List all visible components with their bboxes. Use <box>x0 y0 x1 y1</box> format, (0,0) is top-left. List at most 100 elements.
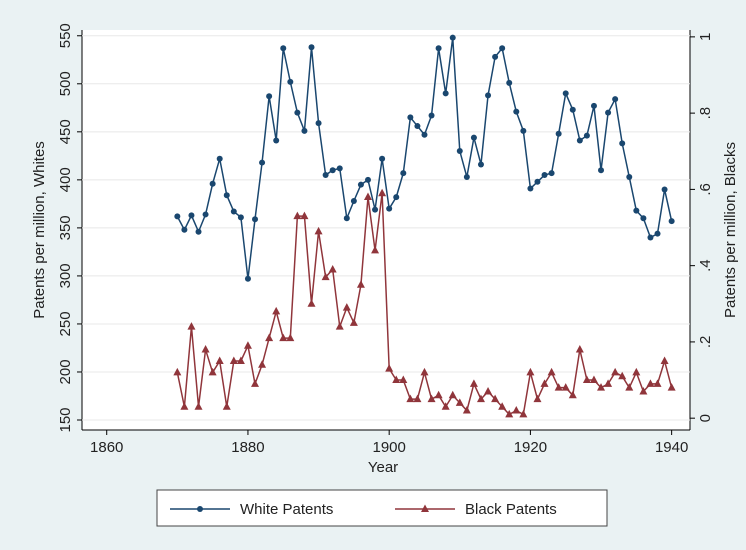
marker <box>590 102 597 109</box>
marker <box>427 394 436 403</box>
y2-tick-label: 1 <box>697 33 714 41</box>
marker <box>626 173 633 180</box>
marker <box>180 402 189 410</box>
marker <box>492 53 499 60</box>
marker <box>569 106 576 113</box>
marker <box>611 367 620 376</box>
marker <box>188 212 195 219</box>
x-tick-label: 1900 <box>372 439 405 456</box>
marker <box>633 207 640 214</box>
y2-tick-label: .4 <box>697 259 714 272</box>
y2-tick-label: .8 <box>697 107 714 120</box>
marker <box>378 188 387 197</box>
marker <box>597 383 606 391</box>
marker <box>174 213 181 220</box>
marker <box>286 333 295 342</box>
marker <box>575 345 584 353</box>
marker <box>640 215 647 222</box>
marker <box>266 93 273 100</box>
x-tick-label: 1940 <box>655 439 688 456</box>
marker <box>308 44 315 51</box>
marker <box>265 333 274 342</box>
marker <box>280 45 287 52</box>
marker <box>540 379 549 387</box>
y-tick-label: 550 <box>57 23 74 48</box>
marker <box>448 390 457 399</box>
marker <box>506 79 513 86</box>
marker <box>477 161 484 168</box>
marker <box>463 173 470 180</box>
marker <box>568 390 577 399</box>
marker <box>561 383 570 391</box>
marker <box>273 137 280 144</box>
marker <box>252 216 259 223</box>
marker <box>301 127 308 134</box>
y2-tick-label: 0 <box>697 414 714 422</box>
marker <box>421 131 428 138</box>
marker <box>201 345 210 353</box>
marker <box>527 185 534 192</box>
marker <box>400 170 407 177</box>
y2-tick-label: .2 <box>697 336 714 349</box>
marker <box>187 322 196 330</box>
marker <box>357 181 364 188</box>
marker <box>258 360 267 368</box>
marker <box>342 303 351 311</box>
marker <box>335 322 344 330</box>
marker <box>259 159 266 166</box>
marker <box>287 78 294 85</box>
marker <box>639 386 648 395</box>
marker <box>363 192 372 201</box>
marker <box>229 356 238 364</box>
marker <box>435 45 442 52</box>
marker <box>314 226 323 235</box>
marker <box>520 127 527 134</box>
marker <box>349 318 358 326</box>
marker <box>414 123 421 130</box>
legend-label: White Patents <box>240 501 333 518</box>
marker <box>328 264 337 273</box>
marker <box>449 34 456 41</box>
marker <box>667 383 676 391</box>
marker <box>237 214 244 221</box>
marker <box>215 356 224 364</box>
marker <box>216 155 223 162</box>
y-tick-label: 450 <box>57 119 74 144</box>
marker <box>456 148 463 155</box>
marker <box>646 379 655 387</box>
marker <box>197 506 203 512</box>
marker <box>533 394 542 403</box>
marker <box>322 172 329 179</box>
marker <box>300 211 309 220</box>
marker <box>491 394 500 403</box>
marker <box>209 180 216 187</box>
marker <box>484 386 493 395</box>
marker <box>462 406 471 414</box>
marker <box>428 112 435 119</box>
marker <box>350 197 357 204</box>
marker <box>548 170 555 177</box>
marker <box>632 367 641 376</box>
marker <box>272 306 281 315</box>
marker <box>194 402 203 410</box>
marker <box>505 409 514 418</box>
marker <box>441 402 450 410</box>
y-tick-label: 350 <box>57 215 74 240</box>
plot-area <box>82 30 690 430</box>
marker <box>293 211 302 220</box>
marker <box>208 367 217 376</box>
marker <box>195 228 202 235</box>
marker <box>386 205 393 212</box>
y-tick-label: 500 <box>57 71 74 96</box>
y2-tick-label: .6 <box>697 183 714 196</box>
x-tick-label: 1860 <box>90 439 123 456</box>
y2-axis-label: Patents per million, Blacks <box>722 142 739 318</box>
marker <box>356 280 365 288</box>
y-tick-label: 150 <box>57 407 74 432</box>
marker <box>244 275 251 282</box>
marker <box>562 90 569 97</box>
marker <box>470 134 477 141</box>
y-tick-label: 200 <box>57 359 74 384</box>
marker <box>534 178 541 185</box>
